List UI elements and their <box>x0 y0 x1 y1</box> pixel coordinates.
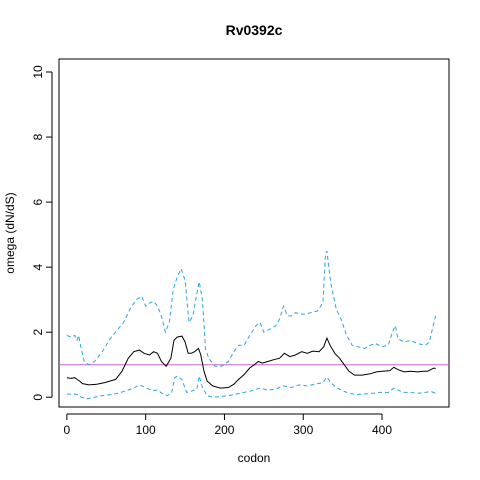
y-tick-label: 8 <box>31 133 45 140</box>
x-tick-label: 300 <box>293 423 313 437</box>
plot-area <box>59 250 449 400</box>
x-axis-title: codon <box>238 451 271 465</box>
y-tick-label: 0 <box>31 394 45 401</box>
x-tick-label: 100 <box>136 423 156 437</box>
series-line-upper <box>66 250 437 367</box>
chart-title: Rv0392c <box>226 22 283 38</box>
x-tick-label: 0 <box>64 423 71 437</box>
series-line-estimate <box>66 335 436 389</box>
plot-frame <box>58 58 450 408</box>
y-tick-label: 6 <box>31 198 45 205</box>
x-tick-label: 200 <box>214 423 234 437</box>
y-axis: 0 2 4 6 8 10 <box>31 65 53 401</box>
y-tick-label: 10 <box>31 65 45 79</box>
x-tick-label: 400 <box>372 423 392 437</box>
x-axis: 0 100 200 300 400 <box>64 413 392 437</box>
y-tick-label: 2 <box>31 329 45 336</box>
series-line-lower <box>66 375 436 400</box>
y-tick-label: 4 <box>31 263 45 270</box>
y-axis-title: omega (dN/dS) <box>3 192 17 273</box>
